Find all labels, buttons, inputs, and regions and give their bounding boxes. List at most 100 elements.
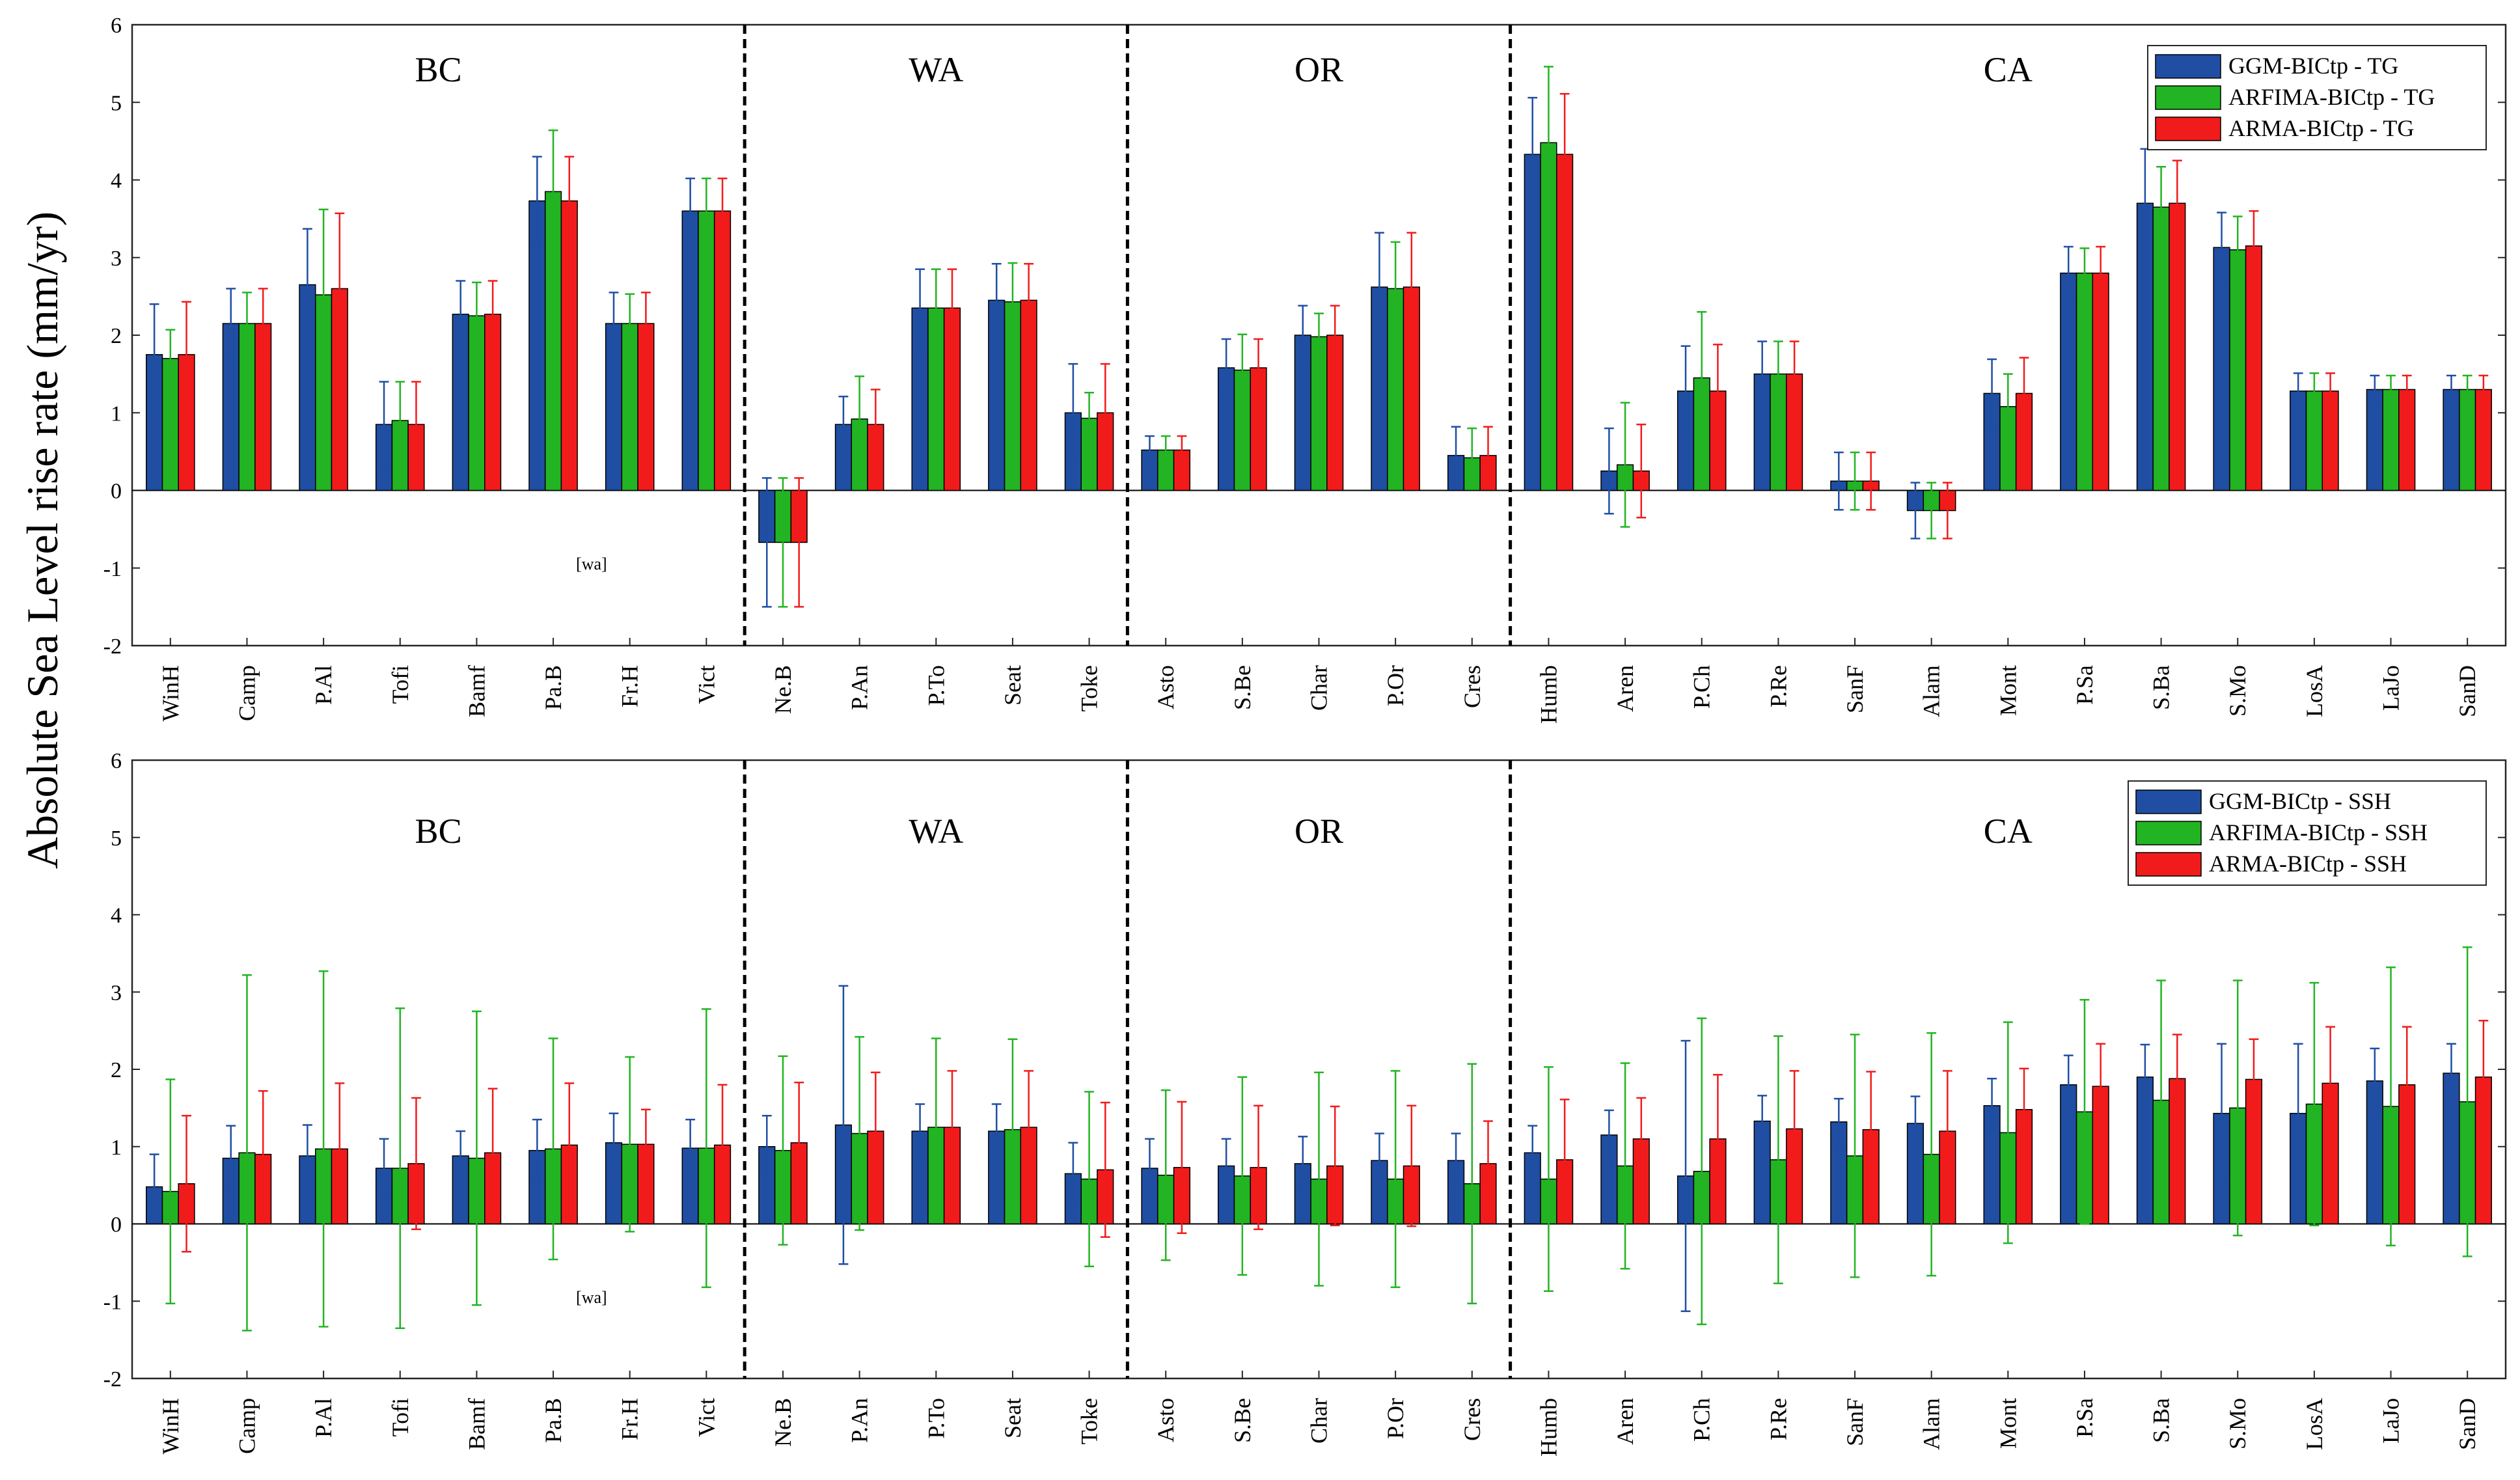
y-tick-label: 6 <box>111 14 122 38</box>
bar <box>2366 389 2383 491</box>
region-label: WA <box>909 812 963 851</box>
x-tick-label: Mont <box>1995 1398 2021 1449</box>
x-tick-label: Asto <box>1153 1398 1179 1442</box>
bar <box>1999 405 2017 491</box>
bar <box>2092 272 2109 491</box>
y-tick-label: 5 <box>111 827 122 851</box>
annotation: [wa] <box>576 555 607 573</box>
x-tick-label: Toke <box>1076 1398 1102 1444</box>
x-tick-label: Tofi <box>387 665 413 704</box>
x-tick-label: Char <box>1306 665 1332 711</box>
bar <box>2075 272 2094 491</box>
x-tick-label: Pa.B <box>540 1398 566 1443</box>
bar <box>2459 389 2476 491</box>
legend-swatch <box>2135 821 2202 845</box>
y-tick-label: 1 <box>111 1136 122 1160</box>
x-tick-label: Char <box>1306 1398 1332 1444</box>
y-tick-label: 4 <box>111 904 122 928</box>
x-tick-label: Asto <box>1153 665 1179 709</box>
bar <box>713 210 732 491</box>
bar <box>2398 389 2416 491</box>
x-tick-label: Ne.B <box>770 665 796 714</box>
y-tick-label: -2 <box>103 635 122 659</box>
y-tick-label: 0 <box>111 480 122 504</box>
x-tick-label: Ne.B <box>770 1398 796 1447</box>
x-tick-label: Seat <box>1000 1398 1026 1438</box>
x-tick-label: Vict <box>693 665 719 704</box>
region-label: OR <box>1294 812 1343 851</box>
y-tick-label: 2 <box>111 1058 122 1082</box>
annotation: [wa] <box>576 1288 607 1307</box>
legend-label: ARFIMA-BICtp - TG <box>2228 84 2435 110</box>
legend-swatch <box>2135 852 2202 877</box>
y-tick-label: 1 <box>111 402 122 426</box>
region-label: BC <box>415 812 462 851</box>
x-tick-label: Mont <box>1995 665 2021 716</box>
x-tick-label: Humb <box>1535 665 1561 724</box>
x-tick-label: P.Ch <box>1689 1398 1715 1442</box>
region-label: CA <box>1984 812 2033 851</box>
bar <box>681 210 699 491</box>
x-tick-label: SanF <box>1842 1398 1868 1446</box>
bar <box>2474 389 2492 491</box>
x-tick-label: Cres <box>1459 1398 1485 1441</box>
x-tick-label: P.Sa <box>2072 665 2098 705</box>
x-tick-label: P.Al <box>310 665 336 705</box>
y-tick-label: 3 <box>111 247 122 271</box>
x-tick-label: Vict <box>693 1398 719 1437</box>
legend-label: GGM-BICtp - SSH <box>2209 788 2391 814</box>
x-tick-label: Camp <box>234 665 260 721</box>
bar <box>2245 245 2263 491</box>
x-tick-label: P.An <box>847 1398 873 1443</box>
legend-label: GGM-BICtp - TG <box>2228 53 2398 79</box>
x-tick-label: Tofi <box>387 1398 413 1436</box>
x-tick-label: S.Ba <box>2148 665 2174 710</box>
x-tick-label: SanD <box>2454 1398 2480 1450</box>
x-tick-label: WinH <box>158 665 184 722</box>
x-tick-label: P.Re <box>1765 665 1791 707</box>
bar <box>698 210 715 491</box>
bottom-panel: -2 -1 0 1 2 3 4 5 6 WinH Camp P.Al Tofi Bamf Pa.B Fr.H V… <box>103 749 2507 1457</box>
x-tick-label: Bamf <box>463 665 489 717</box>
y-axis-label: Absolute Sea Level rise rate (mm/yr) <box>18 212 67 869</box>
bar <box>2382 389 2400 491</box>
bar <box>2152 206 2170 491</box>
x-tick-label: Pa.B <box>540 665 566 710</box>
y-tick-label: 6 <box>111 749 122 773</box>
x-tick-label: S.Ba <box>2148 1398 2174 1443</box>
x-tick-label: Alam <box>1919 665 1945 717</box>
legend-label: ARMA-BICtp - TG <box>2228 115 2414 141</box>
bar <box>2443 389 2460 491</box>
x-tick-label: Fr.H <box>617 1398 643 1440</box>
legend-label: ARMA-BICtp - SSH <box>2209 851 2407 877</box>
bar <box>2060 272 2077 491</box>
x-tick-label: P.An <box>847 665 873 710</box>
x-tick-label: LosA <box>2301 1398 2327 1450</box>
x-tick-label: Aren <box>1612 665 1638 712</box>
bar <box>2169 202 2186 491</box>
x-tick-label: P.Or <box>1382 1398 1408 1439</box>
x-tick-label: P.To <box>923 665 949 706</box>
y-tick-label: -1 <box>103 557 122 581</box>
x-tick-label: Alam <box>1919 1398 1945 1450</box>
y-tick-label: 2 <box>111 324 122 348</box>
legend-swatch <box>2155 54 2221 79</box>
x-tick-label: Bamf <box>463 1398 489 1450</box>
x-tick-label: WinH <box>158 1398 184 1455</box>
legend-swatch <box>2155 85 2221 110</box>
x-tick-label: Aren <box>1612 1398 1638 1445</box>
y-tick-label: 3 <box>111 981 122 1005</box>
bar <box>2213 247 2230 491</box>
bar <box>560 200 578 491</box>
top-panel: -2 -1 0 1 2 3 4 5 6 WinH Camp P.Al Tofi Bamf Pa.B Fr.H V… <box>103 14 2507 724</box>
region-label: CA <box>1984 50 2033 89</box>
x-tick-label: LaJo <box>2378 1398 2404 1444</box>
x-tick-label: Toke <box>1076 665 1102 711</box>
x-tick-label: Seat <box>1000 665 1026 706</box>
bar <box>2229 249 2247 491</box>
y-tick-label: -1 <box>103 1290 122 1314</box>
y-tick-label: 0 <box>111 1213 122 1237</box>
x-tick-label: Humb <box>1535 1398 1561 1457</box>
x-tick-label: S.Mo <box>2225 665 2251 717</box>
legend-swatch <box>2155 116 2221 141</box>
